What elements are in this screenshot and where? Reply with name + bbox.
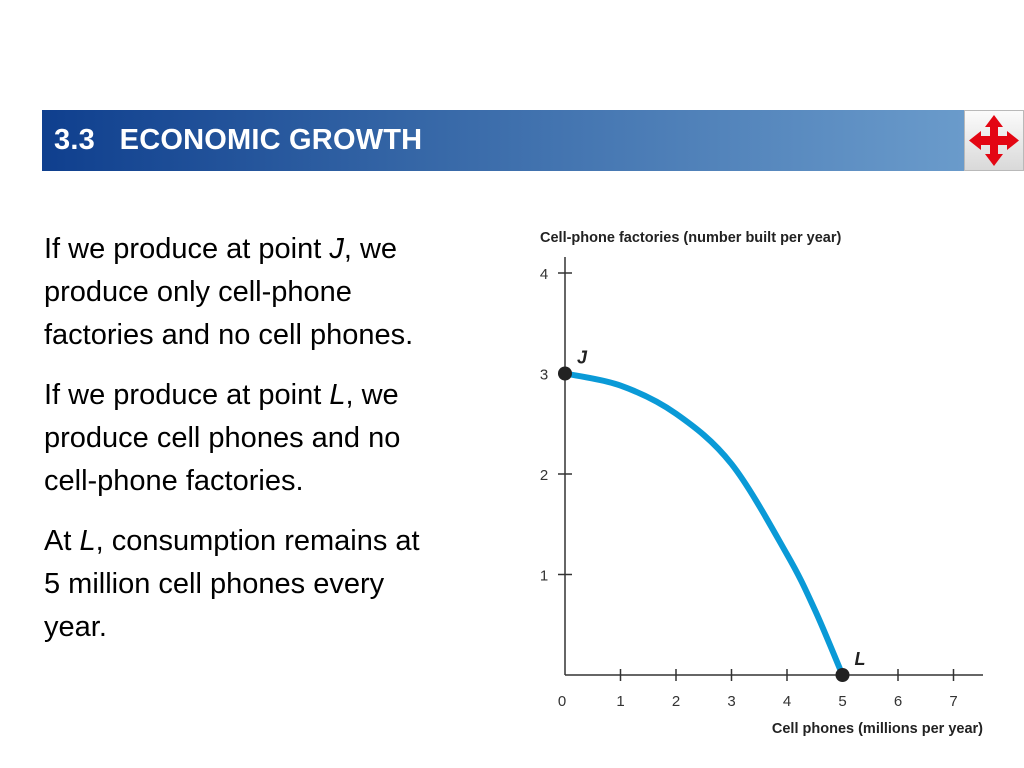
y-axis-label: Cell-phone factories (number built per y… [540,230,841,246]
point-l-label: L [855,649,866,669]
text-run: If we produce at point [44,379,330,411]
x-tick-label: 6 [894,693,902,710]
text-run: If we produce at point [44,233,330,265]
x-tick-label: 7 [949,693,957,710]
y-tick-label: 4 [540,266,548,283]
ppf-chart: Cell-phone factories (number built per y… [540,230,983,737]
x-tick-label: 4 [783,693,791,710]
arrow-shape [969,115,1019,166]
text-run: , we produce only cell-phone factories a… [44,233,414,351]
text-run: At [44,525,80,557]
paragraph: If we produce at point L, we produce cel… [44,374,424,503]
paragraph: If we produce at point J, we produce onl… [44,228,424,357]
text-run: , consumption remains at 5 million cell … [44,525,420,643]
title-bar: 3.3 ECONOMIC GROWTH [42,110,964,171]
y-tick-label: 1 [540,568,548,585]
body-text: If we produce at point J, we produce onl… [44,228,424,666]
text-run: , we produce cell phones and no cell-pho… [44,379,401,497]
x-tick-label: 5 [838,693,846,710]
italic-text-run: L [79,525,96,557]
x-tick-label: 0 [558,693,566,710]
point-j-label: J [577,348,588,368]
italic-text-run: L [329,379,346,411]
point-j-marker [558,366,572,381]
paragraph: At L, consumption remains at 5 million c… [44,520,424,649]
navigation-button[interactable] [964,110,1024,171]
italic-text-run: J [329,233,344,265]
x-tick-label: 3 [727,693,735,710]
x-axis-label: Cell phones (millions per year) [772,721,983,737]
point-l-marker [835,668,850,682]
x-tick-label: 2 [672,693,680,710]
four-way-arrows-icon [969,115,1019,166]
x-tick-label: 1 [616,693,624,710]
slide-title: 3.3 ECONOMIC GROWTH [54,124,423,156]
ppf-curve [562,370,846,678]
y-tick-label: 3 [540,367,548,384]
y-tick-label: 2 [540,467,548,484]
